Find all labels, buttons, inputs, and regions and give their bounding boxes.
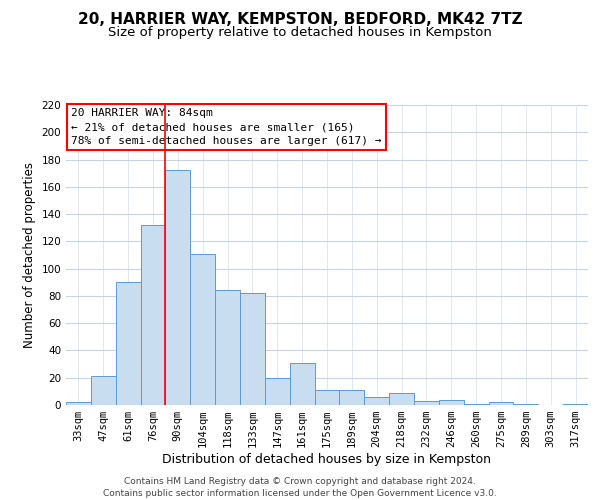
Y-axis label: Number of detached properties: Number of detached properties: [23, 162, 36, 348]
Bar: [140, 225, 166, 405]
Text: Contains HM Land Registry data © Crown copyright and database right 2024.
Contai: Contains HM Land Registry data © Crown c…: [103, 476, 497, 498]
Bar: [488, 402, 514, 405]
Bar: [514, 404, 538, 405]
Bar: [364, 397, 389, 405]
Bar: [116, 282, 140, 405]
Bar: [563, 404, 588, 405]
Bar: [290, 362, 314, 405]
Bar: [66, 402, 91, 405]
Bar: [340, 390, 364, 405]
Bar: [215, 290, 240, 405]
Bar: [190, 254, 215, 405]
X-axis label: Distribution of detached houses by size in Kempston: Distribution of detached houses by size …: [163, 453, 491, 466]
Text: 20, HARRIER WAY, KEMPSTON, BEDFORD, MK42 7TZ: 20, HARRIER WAY, KEMPSTON, BEDFORD, MK42…: [77, 12, 523, 28]
Bar: [389, 392, 414, 405]
Bar: [166, 170, 190, 405]
Text: Size of property relative to detached houses in Kempston: Size of property relative to detached ho…: [108, 26, 492, 39]
Bar: [439, 400, 464, 405]
Bar: [91, 376, 116, 405]
Bar: [314, 390, 340, 405]
Bar: [265, 378, 290, 405]
Text: 20 HARRIER WAY: 84sqm
← 21% of detached houses are smaller (165)
78% of semi-det: 20 HARRIER WAY: 84sqm ← 21% of detached …: [71, 108, 382, 146]
Bar: [240, 293, 265, 405]
Bar: [414, 401, 439, 405]
Bar: [464, 404, 488, 405]
